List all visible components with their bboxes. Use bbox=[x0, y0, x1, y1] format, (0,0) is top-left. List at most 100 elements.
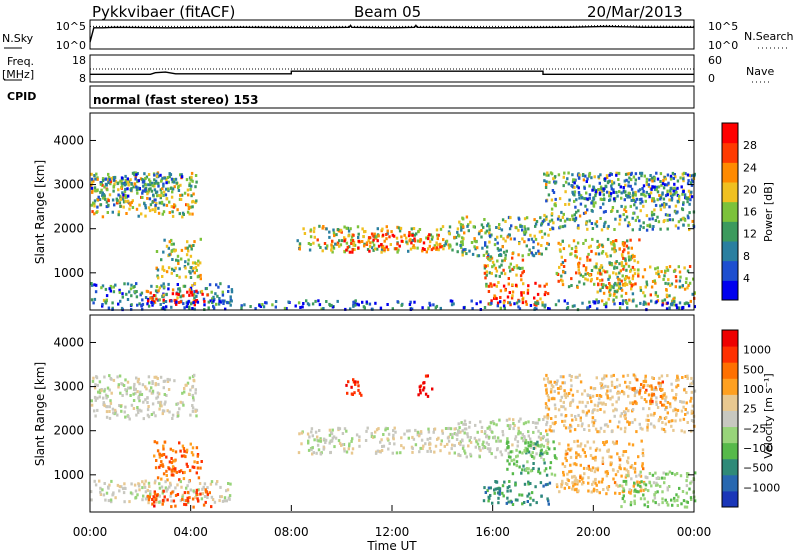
velocity-cell bbox=[103, 404, 106, 408]
velocity-cell bbox=[505, 501, 508, 505]
velocity-cell bbox=[609, 463, 612, 467]
power-cell bbox=[155, 181, 158, 185]
power-cell bbox=[612, 243, 615, 247]
velocity-colorbar-swatch-6 bbox=[722, 394, 738, 411]
velocity-cell bbox=[647, 393, 651, 397]
power-cell bbox=[571, 190, 574, 194]
power-cell bbox=[190, 247, 193, 251]
velocity-cell bbox=[652, 499, 655, 503]
power-cell bbox=[316, 238, 319, 242]
power-cell bbox=[525, 302, 528, 306]
velocity-cell bbox=[667, 420, 671, 424]
velocity-cell bbox=[602, 488, 605, 491]
power-cell bbox=[191, 307, 194, 310]
power-cell bbox=[450, 303, 454, 307]
velocity-cell bbox=[587, 409, 590, 413]
velocity-cell bbox=[630, 477, 633, 481]
power-cell bbox=[381, 227, 384, 231]
cpid-text: normal (fast stereo) 153 bbox=[93, 93, 259, 107]
velocity-cell bbox=[584, 444, 587, 448]
power-cell bbox=[144, 204, 147, 207]
power-cell bbox=[368, 302, 372, 306]
velocity-cell bbox=[608, 455, 611, 459]
power-cell bbox=[509, 216, 512, 220]
power-cell bbox=[321, 249, 324, 253]
power-cell bbox=[683, 266, 686, 270]
velocity-cell bbox=[603, 429, 606, 433]
power-cell bbox=[274, 305, 277, 309]
power-cell bbox=[145, 175, 149, 179]
power-cell bbox=[151, 296, 154, 300]
power-cell bbox=[622, 267, 625, 271]
power-cell bbox=[408, 239, 411, 243]
velocity-cell bbox=[648, 481, 652, 485]
power-cell bbox=[481, 246, 484, 250]
power-cell bbox=[596, 290, 599, 294]
power-cell bbox=[688, 228, 691, 232]
velocity-cell bbox=[553, 403, 557, 407]
power-cell bbox=[176, 283, 179, 286]
power-cell bbox=[119, 179, 122, 183]
velocity-cell bbox=[631, 401, 635, 405]
power-cell bbox=[561, 260, 565, 264]
velocity-cell bbox=[648, 472, 652, 475]
power-cell bbox=[154, 208, 157, 211]
power-cell bbox=[656, 190, 660, 194]
velocity-cell bbox=[478, 447, 481, 451]
velocity-cell bbox=[354, 380, 357, 384]
velocity-cell bbox=[508, 462, 511, 466]
power-cell bbox=[555, 271, 558, 275]
velocity-cell bbox=[576, 480, 579, 484]
velocity-colorbar-tick-2: 100 bbox=[743, 383, 764, 396]
velocity-cell bbox=[607, 448, 610, 452]
velocity-cell bbox=[346, 391, 349, 395]
velocity-cell bbox=[515, 455, 518, 459]
power-cell bbox=[162, 306, 165, 310]
power-cell bbox=[599, 266, 602, 270]
velocity-cell bbox=[181, 497, 184, 501]
velocity-cell bbox=[645, 400, 648, 404]
velocity-cell bbox=[185, 499, 188, 503]
power-cell bbox=[105, 298, 108, 302]
power-cell bbox=[549, 228, 552, 231]
velocity-cell bbox=[542, 418, 545, 421]
power-cell bbox=[620, 261, 624, 265]
velocity-cell bbox=[574, 476, 577, 480]
power-cell bbox=[151, 302, 155, 305]
velocity-cell bbox=[523, 482, 527, 486]
power-cell bbox=[175, 258, 178, 262]
velocity-cell bbox=[573, 428, 577, 432]
velocity-cell bbox=[191, 404, 194, 407]
power-cell bbox=[396, 242, 399, 246]
power-cell bbox=[679, 218, 683, 222]
power-cell bbox=[557, 173, 561, 177]
velocity-cell bbox=[546, 377, 549, 381]
velocity-cell bbox=[358, 444, 361, 448]
velocity-cell bbox=[123, 500, 126, 504]
power-cell bbox=[648, 217, 651, 221]
power-cell bbox=[601, 286, 604, 289]
power-cell bbox=[602, 269, 605, 273]
power-cell bbox=[488, 271, 491, 275]
velocity-cell bbox=[573, 462, 577, 466]
power-cell bbox=[655, 300, 658, 304]
velocity-cell bbox=[189, 413, 192, 417]
velocity-cell bbox=[622, 391, 626, 395]
velocity-cell bbox=[654, 483, 658, 487]
velocity-cell bbox=[99, 486, 102, 490]
power-cell bbox=[422, 241, 426, 245]
power-cell bbox=[520, 278, 523, 282]
velocity-cell bbox=[609, 389, 612, 393]
noise-right-tick-bottom: 10^0 bbox=[708, 39, 738, 52]
velocity-cell bbox=[615, 400, 618, 404]
velocity-cell bbox=[689, 496, 693, 500]
power-cell bbox=[608, 194, 611, 198]
velocity-cell bbox=[176, 483, 179, 487]
velocity-cell bbox=[625, 482, 628, 486]
power-cell bbox=[511, 290, 515, 294]
power-cell bbox=[689, 193, 692, 196]
velocity-cell bbox=[469, 452, 472, 456]
velocity-cell bbox=[599, 408, 602, 411]
power-cell bbox=[90, 183, 93, 187]
velocity-cell bbox=[514, 482, 517, 486]
